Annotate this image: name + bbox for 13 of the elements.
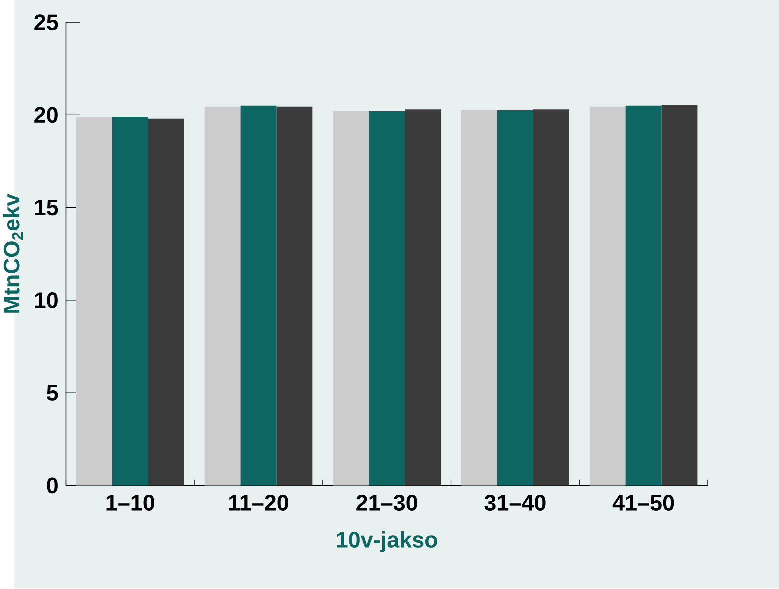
x-tick-label: 31–40 <box>484 495 546 512</box>
y-tick-label: 10 <box>35 292 58 309</box>
y-tick-label: 0 <box>47 478 58 494</box>
y-tick-label: 20 <box>34 107 58 124</box>
y-axis-title: MtnCO$_{2}$ekv <box>3 194 24 313</box>
x-tick-label: 1–10 <box>106 495 154 512</box>
x-tick-label: 11–20 <box>230 495 288 512</box>
x-tick-label: 41–50 <box>612 495 674 512</box>
y-tick-label: 15 <box>35 200 58 216</box>
x-axis-title: 10v-jakso <box>337 532 438 553</box>
x-tick-label: 21–30 <box>356 495 418 512</box>
y-tick-label: 5 <box>47 385 58 402</box>
y-tick-label: 25 <box>34 14 58 31</box>
